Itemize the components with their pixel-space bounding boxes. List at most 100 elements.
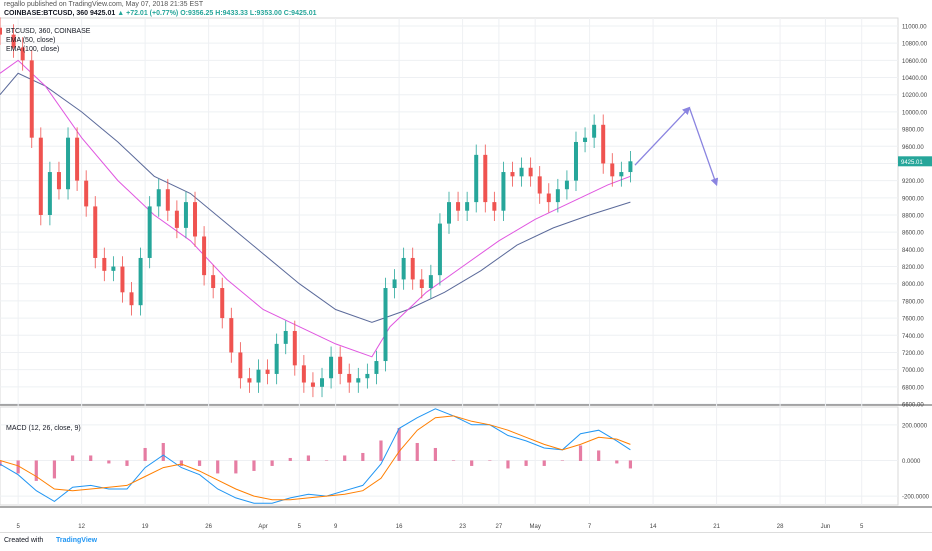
candle-body [247,378,252,383]
time-tick-label: 9 [334,524,338,530]
price-tick-label: 10000.00 [902,110,928,116]
macd-histogram-bar [379,440,383,461]
price-tick-label: 9600.00 [902,145,924,151]
high-label: H:9433.33 [215,10,248,17]
candle-body [38,137,43,215]
macd-histogram-bar [161,442,165,461]
candle-body [392,279,397,289]
macd-histogram-bar [324,460,329,461]
macd-histogram-bar [628,460,633,469]
candle-body [428,275,433,289]
candle-body [447,202,451,224]
macd-histogram-bar [143,447,147,461]
price-tick-label: 8200.00 [902,265,924,271]
candle-body [601,124,606,164]
candle-body [592,124,597,138]
change-label: ▲ +72.01 (+0.77%) [117,10,179,17]
tradingview-logo[interactable]: TradingView [56,537,98,544]
last-price-marker [898,156,932,167]
candle-body [211,275,216,289]
candle-body [483,154,488,203]
candle-body [66,137,71,190]
macd-histogram-bar [306,455,311,461]
projection-arrow [634,106,691,166]
macd-histogram-bar [470,460,474,466]
candle-body [419,279,424,289]
candle-body [283,330,288,344]
candle-body [138,257,143,306]
price-chart-svg[interactable]: 6600.00 6800.00 7000.00 7200.00 7400.00 7600.… [0,0,932,532]
candle-body [229,318,234,353]
created-with-label: Created with [4,537,44,544]
candle-body [47,172,52,215]
macd-histogram-bar [343,455,347,461]
price-tick-label: 9200.00 [902,179,924,185]
candle-body [301,365,306,383]
ohlc-line: COINBASE:BTCUSD, 360 9425.01 ▲ +72.01 (+… [4,10,317,17]
candle-body [510,172,515,177]
macd-histogram-bar [16,460,20,474]
macd-pane-frame [0,406,899,506]
candle-body [102,257,107,271]
candle-body [147,206,152,258]
macd-histogram-bar [506,460,510,469]
macd-histogram-bar [179,460,184,466]
macd-histogram-bar [125,460,129,466]
macd-histogram-bar [70,455,75,461]
time-tick-label: 16 [396,524,403,530]
legend-ema100: EMA (100, close) [6,46,59,53]
price-tick-label: 6600.00 [902,403,924,409]
candle-body [356,378,361,383]
price-tick-label: 9800.00 [902,128,924,134]
macd-histogram-bar [397,428,401,461]
candle-body [129,292,134,306]
price-tick-label: 7800.00 [902,299,924,305]
candle-body [202,236,207,276]
macd-histogram-bar [52,460,57,479]
candle-body [437,223,442,276]
time-tick-label: 26 [205,524,212,530]
time-tick-label: 7 [588,524,592,530]
candle-body [573,141,578,181]
macd-histogram-bar [270,460,274,466]
price-tick-label: 8400.00 [902,248,924,254]
macd-histogram-bar [560,460,564,461]
time-tick-label: 28 [777,524,784,530]
candle-body [528,167,533,177]
macd-tick-label: 200.0000 [902,423,928,429]
macd-histogram-bar [415,442,419,461]
candle-body [84,180,89,207]
close-label: C:9425.01 [283,10,317,17]
price-tick-label: 7000.00 [902,368,924,374]
macd-histogram-bar [524,460,528,466]
price-tick-label: 7600.00 [902,317,924,323]
price-tick-label: 10800.00 [902,42,928,48]
candle-body [347,373,352,383]
macd-histogram-bar [216,460,220,474]
candle-body [310,382,315,387]
price-tick-label: 8600.00 [902,231,924,237]
macd-histogram-bar [107,460,111,464]
candle-body [583,137,588,142]
time-tick-label: 12 [78,524,85,530]
candle-body [320,378,325,387]
candle-body [238,352,243,379]
candle-body [492,202,497,211]
macd-tick-label: -200.0000 [902,495,930,501]
projection-arrow [688,107,719,187]
time-tick-label: 27 [496,524,503,530]
candle-body [474,154,479,203]
macd-line [0,408,631,504]
candle-body [519,167,524,177]
ema50-line [0,59,631,358]
signal-line [0,415,631,501]
macd-histogram-bar [542,460,546,466]
symbol-label: COINBASE:BTCUSD, 360 [4,10,89,17]
time-tick-label: 19 [142,524,149,530]
candle-body [56,172,61,190]
price-tick-label: 10200.00 [902,93,928,99]
candle-body [29,60,34,138]
time-tick-label: 23 [459,524,466,530]
legend-ema50: EMA (50, close) [6,37,55,44]
macd-histogram-bar [197,460,202,466]
